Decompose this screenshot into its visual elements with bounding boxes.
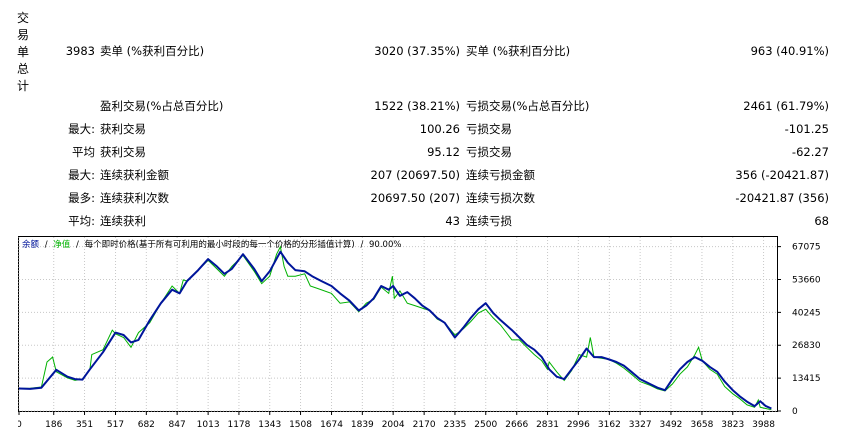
series-layer (18, 245, 772, 411)
average-consecutive-prefix: 平均: (68, 214, 95, 228)
x-tick-label: 1178 (227, 420, 250, 430)
x-tick-label: 2170 (413, 420, 436, 430)
x-tick-label: 3492 (660, 420, 683, 430)
loss-trades-value: 2461 (61.79%) (743, 99, 829, 113)
largest-loss-value: -101.25 (784, 122, 829, 136)
x-tick-label: 2996 (567, 420, 590, 430)
x-tick-label: 1508 (289, 420, 312, 430)
section-label-trades-summary: 交 易 单 总 计 (16, 11, 29, 93)
x-tick-label: 2500 (474, 420, 497, 430)
max-consecutive-losses-label: 连续亏损金额 (466, 168, 535, 182)
average-consecutive-wins-value: 43 (445, 214, 460, 228)
average-consecutive-losses-value: 68 (814, 214, 829, 228)
x-tick-label: 1674 (320, 420, 343, 430)
y-tick-label: 67075 (792, 243, 821, 253)
max-consecutive-losses-value: 356 (-20421.87) (735, 168, 829, 182)
legend-separator-3: / (360, 240, 363, 250)
x-tick-label: 3162 (598, 420, 621, 430)
y-tick-label: 0 (792, 407, 798, 417)
profit-trades-label: 盈利交易(%占总百分比) (100, 99, 224, 113)
x-tick-label: 2666 (505, 420, 528, 430)
average-loss-label: 亏损交易 (466, 145, 512, 159)
x-tick-label: 682 (138, 420, 155, 430)
max-consecutive-wins-value: 207 (20697.50) (370, 168, 460, 182)
x-tick-label: 3327 (629, 420, 652, 430)
y-tick-label: 26830 (792, 341, 821, 351)
x-tick-label: 517 (107, 420, 124, 430)
legend-equity: 净值 (53, 239, 71, 250)
max-consecutive-amount-prefix: 最多: (68, 191, 95, 205)
x-tick-label: 0 (18, 420, 22, 430)
x-tick-label: 3823 (721, 420, 744, 430)
legend-model: 每个即时价格(基于所有可利用的最小时段的每一个价格的分形插值计算) (85, 239, 355, 250)
largest-profit-label: 获利交易 (100, 122, 146, 136)
x-tick-label: 186 (45, 420, 62, 430)
y-tick-label: 40245 (792, 308, 821, 318)
x-tick-label: 351 (76, 420, 93, 430)
legend-separator-2: / (76, 240, 79, 250)
legend-balance: 余额 (22, 239, 40, 250)
balance-line (18, 250, 772, 410)
x-tick-label: 1013 (197, 420, 220, 430)
largest-prefix: 最大: (68, 122, 95, 136)
profit-trades-value: 1522 (38.21%) (374, 99, 460, 113)
x-tick-label: 847 (169, 420, 186, 430)
largest-profit-value: 100.26 (419, 122, 460, 136)
x-tick-label: 1839 (351, 420, 374, 430)
max-consecutive-profit-label: 连续获利次数 (100, 191, 169, 205)
average-consecutive-losses-label: 连续亏损 (466, 214, 512, 228)
x-tick-label: 1343 (258, 420, 281, 430)
x-tick-label: 3658 (690, 420, 713, 430)
largest-loss-label: 亏损交易 (466, 122, 512, 136)
loss-trades-label: 亏损交易(%占总百分比) (466, 99, 590, 113)
average-consecutive-wins-label: 连续获利 (100, 214, 146, 228)
short-trades-label: 卖单 (%获利百分比) (100, 44, 205, 58)
average-prefix: 平均 (72, 145, 95, 159)
balance-equity-chart: 0 13415 26830 40245 53660 67075 0 186 351 517 682… (18, 236, 821, 430)
y-axis: 0 13415 26830 40245 53660 67075 (777, 243, 821, 417)
x-axis: 0 186 351 517 682 847 1013 1178 1343 1508 1674 1839… (18, 411, 775, 430)
x-tick-label: 3988 (752, 420, 775, 430)
max-consecutive-loss-value: -20421.87 (356) (735, 191, 829, 205)
max-consecutive-loss-label: 连续亏损次数 (466, 191, 535, 205)
average-profit-value: 95.12 (427, 145, 460, 159)
average-profit-label: 获利交易 (100, 145, 146, 159)
max-consecutive-prefix: 最大: (68, 168, 95, 182)
long-trades-value: 963 (40.91%) (750, 44, 829, 58)
legend-quality: 90.00% (369, 240, 401, 250)
legend-separator-1: / (45, 240, 48, 250)
long-trades-label: 买单 (%获利百分比) (466, 44, 571, 58)
y-tick-label: 13415 (792, 374, 821, 384)
short-trades-value: 3020 (37.35%) (374, 44, 460, 58)
max-consecutive-profit-value: 20697.50 (207) (370, 191, 460, 205)
chart-legend: 余额 / 净值 / 每个即时价格(基于所有可利用的最小时段的每一个价格的分形插值… (22, 239, 401, 250)
x-tick-label: 2335 (443, 420, 466, 430)
total-trades-value: 3983 (65, 44, 95, 58)
x-tick-label: 2004 (382, 420, 405, 430)
average-loss-value: -62.27 (791, 145, 829, 159)
max-consecutive-wins-label: 连续获利金额 (100, 168, 169, 182)
plot-frame (18, 236, 778, 412)
y-tick-label: 53660 (792, 275, 821, 285)
x-tick-label: 2831 (536, 420, 559, 430)
svg-text:余额 / 净值 /: 余额 / 净值 / 每个即时价格(基于所有可利用的最小时段的每一个价格的分形插值… (22, 239, 401, 250)
